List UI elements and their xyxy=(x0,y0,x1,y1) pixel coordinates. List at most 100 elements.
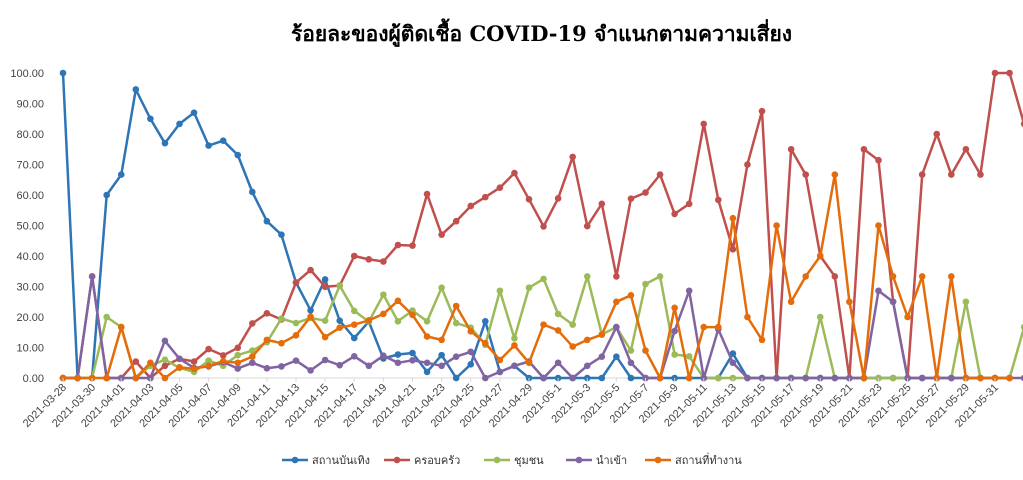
data-point xyxy=(161,337,169,345)
data-point xyxy=(540,374,547,382)
data-point xyxy=(816,313,824,321)
y-tick-label: 40.00 xyxy=(16,251,44,263)
data-point xyxy=(744,313,751,321)
data-point xyxy=(642,189,649,196)
data-point xyxy=(380,291,387,299)
y-tick-label: 90.00 xyxy=(16,99,44,111)
data-point xyxy=(438,362,445,370)
data-point xyxy=(569,321,576,328)
data-point xyxy=(744,374,751,382)
data-point xyxy=(161,362,169,370)
data-point xyxy=(685,287,693,295)
data-point xyxy=(380,258,387,265)
data-point xyxy=(365,362,373,370)
data-point xyxy=(685,200,693,208)
data-point xyxy=(190,358,198,365)
data-point xyxy=(176,355,183,363)
data-point xyxy=(292,332,300,339)
legend-marker xyxy=(291,456,299,464)
data-point xyxy=(598,353,606,360)
data-point xyxy=(205,345,212,353)
data-point xyxy=(729,359,737,367)
legend-label: นำเข้า xyxy=(596,454,627,467)
data-point xyxy=(307,306,314,314)
data-point xyxy=(482,317,489,325)
data-point xyxy=(962,145,970,153)
data-point xyxy=(627,195,635,202)
data-point xyxy=(249,353,256,360)
data-point xyxy=(554,359,562,367)
data-point xyxy=(554,310,562,318)
data-point xyxy=(875,156,882,164)
data-point xyxy=(219,357,227,365)
data-point xyxy=(656,273,664,280)
data-point xyxy=(671,327,678,335)
data-point xyxy=(263,336,271,344)
y-tick-label: 30.00 xyxy=(16,282,44,294)
data-point xyxy=(948,273,955,280)
data-point xyxy=(117,323,125,331)
data-point xyxy=(219,352,227,359)
y-tick-label: 0.00 xyxy=(23,373,44,385)
legend-item: นำเข้า xyxy=(566,454,627,467)
data-point xyxy=(525,284,533,292)
data-point xyxy=(846,298,853,306)
data-point xyxy=(540,223,547,230)
x-tick-labels: 2021-03-282021-03-302021-04-012021-04-03… xyxy=(21,378,1001,430)
legend-marker xyxy=(575,456,583,464)
data-point xyxy=(583,362,591,370)
data-point xyxy=(249,359,256,367)
data-point xyxy=(511,342,518,349)
data-point xyxy=(394,297,402,305)
data-point xyxy=(467,360,475,368)
data-point xyxy=(409,357,416,364)
data-point xyxy=(394,359,402,367)
data-point xyxy=(307,266,314,274)
y-tick-label: 20.00 xyxy=(16,312,44,324)
data-point xyxy=(715,374,722,382)
data-point xyxy=(802,171,809,178)
data-point xyxy=(249,188,256,196)
data-point xyxy=(365,317,373,324)
data-point xyxy=(452,319,460,327)
data-point xyxy=(132,86,140,93)
data-point xyxy=(802,374,809,382)
data-point xyxy=(321,276,329,283)
data-point xyxy=(249,320,256,327)
y-tick-label: 70.00 xyxy=(16,160,44,172)
data-point xyxy=(452,217,460,225)
data-point xyxy=(161,374,169,382)
legend-item: ชุมชน xyxy=(484,454,544,467)
data-point xyxy=(729,350,737,357)
data-point xyxy=(773,374,780,382)
data-point xyxy=(278,339,285,347)
data-point xyxy=(933,130,941,138)
data-point xyxy=(583,273,591,280)
data-point xyxy=(350,321,358,328)
data-point xyxy=(627,359,635,367)
data-point xyxy=(205,142,212,149)
data-point xyxy=(321,317,329,324)
data-point xyxy=(409,349,416,357)
data-point xyxy=(234,351,242,359)
data-point xyxy=(918,273,926,280)
legend-item: สถานที่ทำงาน xyxy=(645,452,742,467)
data-point xyxy=(117,171,125,178)
data-point xyxy=(59,69,67,77)
data-point xyxy=(423,359,431,367)
data-point xyxy=(583,222,591,230)
data-point xyxy=(875,287,882,295)
data-point xyxy=(423,368,431,376)
data-point xyxy=(409,242,416,249)
data-point xyxy=(423,190,431,198)
data-point xyxy=(671,210,678,218)
data-point xyxy=(700,323,708,331)
data-point xyxy=(292,357,300,364)
data-point xyxy=(511,169,518,177)
data-point xyxy=(656,171,664,178)
legend-item: ครอบครัว xyxy=(384,454,460,467)
data-point xyxy=(977,374,984,382)
data-point xyxy=(482,374,489,382)
data-point xyxy=(147,115,154,123)
data-point xyxy=(176,364,183,371)
